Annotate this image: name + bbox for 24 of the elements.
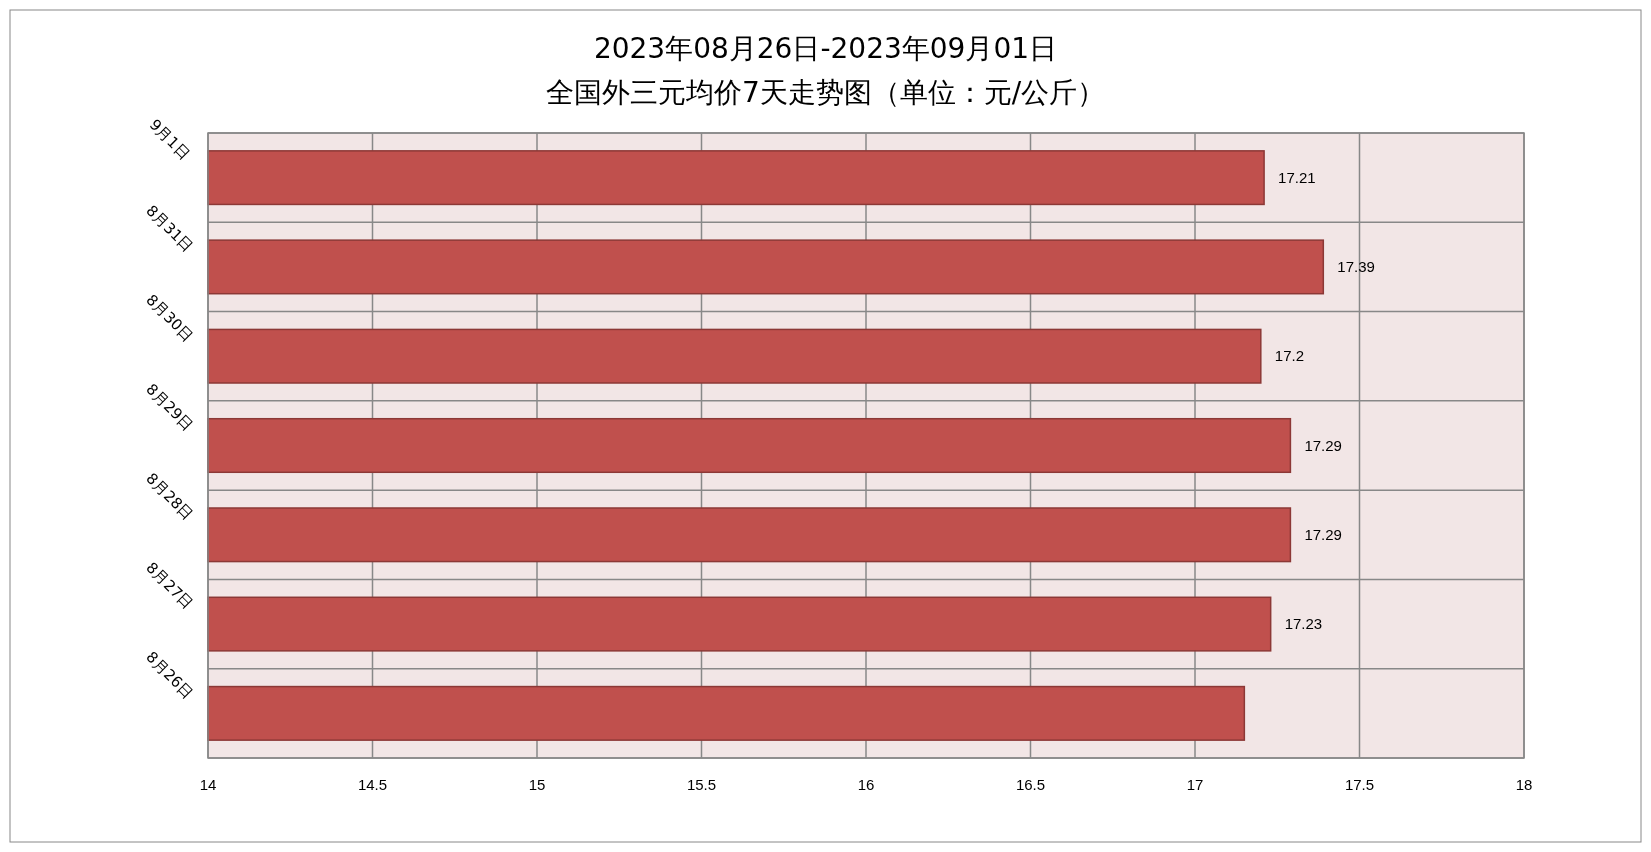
x-tick-label: 16 (857, 776, 875, 793)
x-tick-label: 18 (1515, 776, 1533, 793)
data-label: 17.23 (1284, 615, 1323, 633)
x-tick-label: 14 (199, 776, 217, 793)
data-label: 17.21 (1278, 168, 1316, 186)
data-label: 17.39 (1337, 257, 1375, 275)
x-tick-label: 15.5 (686, 776, 717, 793)
y-tick-label: 8月30日 (142, 290, 197, 345)
x-tick-label: 16.5 (1015, 776, 1046, 793)
x-tick-label: 17 (1186, 776, 1204, 793)
y-tick-label: 8月28日 (142, 469, 197, 524)
data-label: 17.29 (1304, 525, 1342, 543)
data-label: 17.2 (1274, 347, 1304, 365)
y-tick-label: 9月1日 (145, 115, 194, 164)
chart-subtitle: 全国外三元均价7天走势图（单位：元/公斤） (545, 76, 1106, 109)
chart-title: 2023年08月26日-2023年09月01日 (593, 32, 1058, 65)
x-tick-label: 15 (528, 776, 546, 793)
y-tick-label: 8月26日 (142, 647, 197, 703)
y-tick-label: 8月29日 (142, 380, 197, 435)
y-tick-label: 8月31日 (142, 201, 197, 256)
y-tick-label: 8月27日 (142, 558, 197, 613)
x-tick-label: 17.5 (1344, 776, 1375, 793)
x-tick-label: 14.5 (357, 776, 388, 793)
data-label: 17.29 (1304, 436, 1342, 454)
